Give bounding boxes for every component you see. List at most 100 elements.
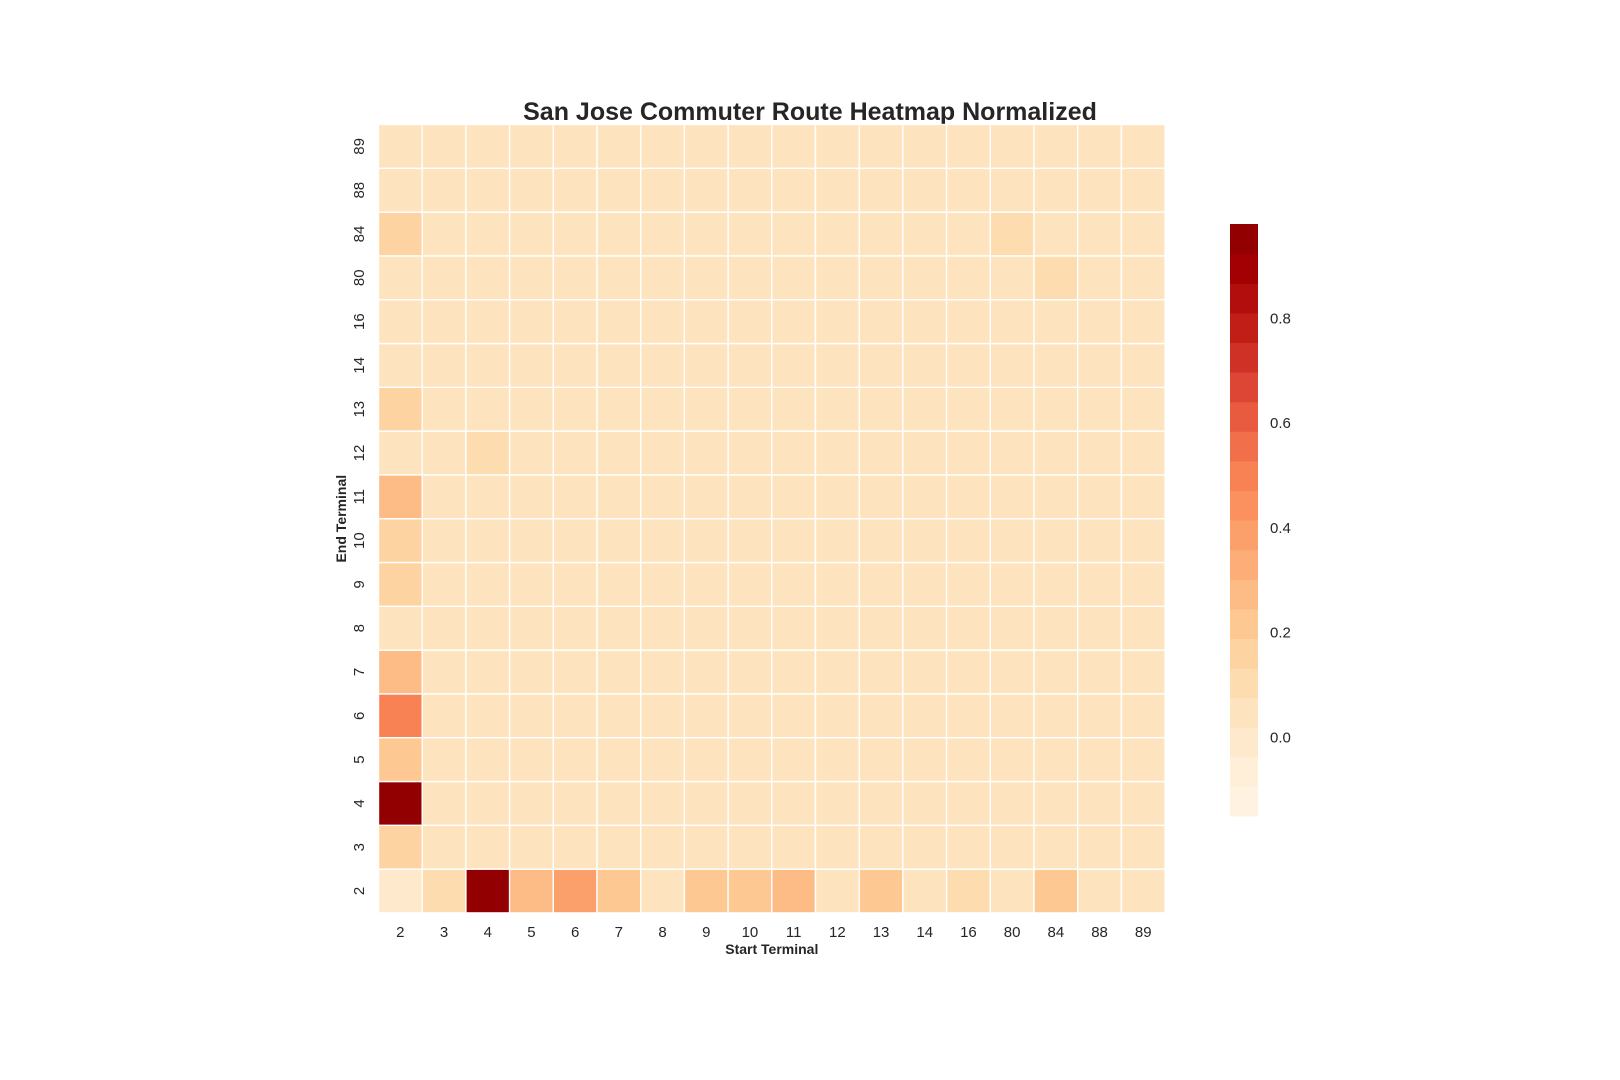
y-tick-label: 13 xyxy=(351,401,368,418)
heatmap-cell-88-2 xyxy=(377,167,423,213)
heatmap-cell-13-16 xyxy=(945,386,991,432)
x-tick-label: 14 xyxy=(916,924,933,941)
heatmap-cell-8-12 xyxy=(814,605,860,651)
heatmap-cell-7-12 xyxy=(814,649,860,695)
heatmap-cell-13-2 xyxy=(377,386,423,432)
x-axis-label: Start Terminal xyxy=(725,941,818,957)
heatmap-cell-6-11 xyxy=(771,693,817,739)
heatmap-cell-80-2 xyxy=(377,255,423,301)
x-tick-label: 5 xyxy=(527,924,535,941)
heatmap-cell-13-4 xyxy=(465,386,511,432)
heatmap-cell-8-6 xyxy=(552,605,598,651)
colorbar-segment xyxy=(1230,520,1258,551)
heatmap-cell-88-6 xyxy=(552,167,598,213)
colorbar-segment xyxy=(1230,490,1258,521)
heatmap-cell-10-2 xyxy=(377,518,423,564)
y-tick-label: 8 xyxy=(351,624,368,632)
heatmap-cell-84-7 xyxy=(596,211,642,257)
heatmap-cell-80-9 xyxy=(683,255,729,301)
heatmap-cell-80-7 xyxy=(596,255,642,301)
heatmap-cell-11-16 xyxy=(945,474,991,520)
heatmap-cell-5-6 xyxy=(552,737,598,783)
heatmap-cell-13-6 xyxy=(552,386,598,432)
heatmap-cell-14-4 xyxy=(465,342,511,388)
heatmap-cell-88-3 xyxy=(421,167,467,213)
heatmap-cell-12-14 xyxy=(902,430,948,476)
heatmap-cell-89-3 xyxy=(421,123,467,169)
heatmap-cell-12-8 xyxy=(640,430,686,476)
heatmap-cell-3-12 xyxy=(814,824,860,870)
heatmap-cell-12-9 xyxy=(683,430,729,476)
heatmap-cell-88-10 xyxy=(727,167,773,213)
heatmap-cell-5-14 xyxy=(902,737,948,783)
x-tick-label: 80 xyxy=(1004,924,1021,941)
heatmap-cell-8-4 xyxy=(465,605,511,651)
y-tick-label: 84 xyxy=(351,226,368,243)
x-tick-label: 3 xyxy=(440,924,448,941)
heatmap-cell-8-10 xyxy=(727,605,773,651)
heatmap-cell-16-10 xyxy=(727,299,773,345)
heatmap-cell-4-13 xyxy=(858,780,904,826)
heatmap-cell-9-16 xyxy=(945,561,991,607)
heatmap-cell-10-5 xyxy=(508,518,555,564)
heatmap-cell-89-8 xyxy=(640,123,686,169)
heatmap-cell-12-6 xyxy=(552,430,598,476)
heatmap-cell-8-9 xyxy=(683,605,729,651)
heatmap-cell-9-3 xyxy=(421,561,467,607)
heatmap-cell-6-13 xyxy=(858,693,904,739)
heatmap-cell-16-84 xyxy=(1033,299,1079,345)
heatmap-cell-14-13 xyxy=(858,342,904,388)
heatmap-cell-89-10 xyxy=(727,123,773,169)
colorbar-segment xyxy=(1230,342,1258,373)
heatmap-cell-13-3 xyxy=(421,386,467,432)
heatmap-cell-11-14 xyxy=(902,474,948,520)
heatmap-cell-16-2 xyxy=(377,299,423,345)
heatmap-cell-5-8 xyxy=(640,737,686,783)
heatmap-cell-2-12 xyxy=(814,868,860,914)
heatmap-cell-4-88 xyxy=(1076,780,1123,826)
heatmap-cell-13-88 xyxy=(1076,386,1123,432)
heatmap-cell-11-5 xyxy=(508,474,555,520)
heatmap-cell-89-84 xyxy=(1033,123,1079,169)
heatmap-cell-12-7 xyxy=(596,430,642,476)
heatmap-cell-3-7 xyxy=(596,824,642,870)
heatmap-cell-6-12 xyxy=(814,693,860,739)
heatmap-cell-3-11 xyxy=(771,824,817,870)
heatmap-cell-84-2 xyxy=(377,211,423,257)
x-tick-label: 8 xyxy=(658,924,666,941)
heatmap-cell-7-88 xyxy=(1076,649,1123,695)
heatmap-cell-88-89 xyxy=(1120,167,1166,213)
heatmap-cell-12-3 xyxy=(421,430,467,476)
heatmap-cell-8-3 xyxy=(421,605,467,651)
heatmap-cell-2-89 xyxy=(1120,868,1166,914)
heatmap-cell-80-14 xyxy=(902,255,948,301)
heatmap-cell-4-11 xyxy=(771,780,817,826)
heatmap-cell-4-7 xyxy=(596,780,642,826)
heatmap-cell-16-9 xyxy=(683,299,729,345)
heatmap-cell-2-9 xyxy=(683,868,729,914)
heatmap-cell-3-13 xyxy=(858,824,904,870)
heatmap-cell-6-84 xyxy=(1033,693,1079,739)
heatmap-cell-7-9 xyxy=(683,649,729,695)
heatmap-cell-9-6 xyxy=(552,561,598,607)
y-tick-label: 10 xyxy=(351,532,368,549)
heatmap-cell-6-3 xyxy=(421,693,467,739)
heatmap-cell-3-84 xyxy=(1033,824,1079,870)
heatmap-cell-3-10 xyxy=(727,824,773,870)
heatmap-cell-12-88 xyxy=(1076,430,1123,476)
heatmap-cell-13-10 xyxy=(727,386,773,432)
heatmap-cell-2-14 xyxy=(902,868,948,914)
x-tick-label: 16 xyxy=(960,924,977,941)
heatmap-cell-4-8 xyxy=(640,780,686,826)
heatmap-cell-11-10 xyxy=(727,474,773,520)
heatmap-cell-14-12 xyxy=(814,342,860,388)
heatmap-cell-6-9 xyxy=(683,693,729,739)
heatmap-cell-16-88 xyxy=(1076,299,1123,345)
heatmap-cell-7-14 xyxy=(902,649,948,695)
heatmap-cell-14-9 xyxy=(683,342,729,388)
heatmap-cell-80-88 xyxy=(1076,255,1123,301)
heatmap-cell-7-10 xyxy=(727,649,773,695)
x-tick-label: 88 xyxy=(1091,924,1108,941)
heatmap-cell-84-14 xyxy=(902,211,948,257)
